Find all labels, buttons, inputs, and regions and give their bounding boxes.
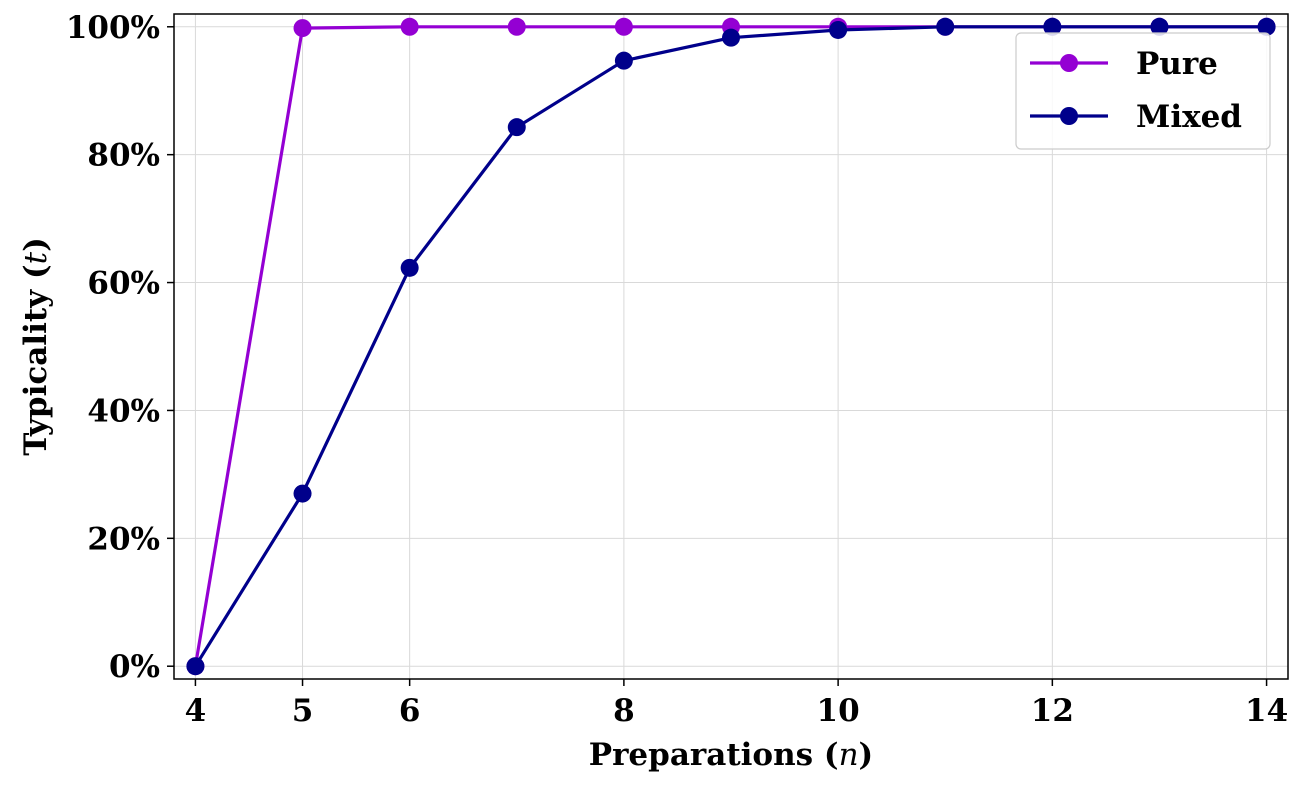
data-point-mixed	[507, 118, 526, 137]
x-tick-label: 10	[817, 693, 860, 729]
y-tick-label: 60%	[87, 266, 160, 302]
x-tick-label: 8	[613, 693, 635, 729]
x-tick-label: 12	[1031, 693, 1074, 729]
legend-label-mixed: Mixed	[1136, 99, 1242, 135]
y-tick-label: 80%	[87, 138, 160, 174]
data-point-pure	[507, 17, 526, 36]
y-tick-label: 0%	[109, 649, 160, 685]
data-point-pure	[400, 17, 419, 36]
y-tick-label: 40%	[87, 393, 160, 429]
data-point-mixed	[936, 17, 955, 36]
legend-marker-pure	[1060, 54, 1078, 72]
series-mixed	[186, 17, 1276, 676]
y-tick-label: 100%	[66, 10, 160, 46]
legend: Pure Mixed	[1015, 32, 1271, 150]
data-point-pure	[293, 19, 312, 38]
data-point-mixed	[614, 51, 633, 70]
x-axis-title: Preparations (n)	[589, 737, 873, 773]
data-point-pure	[614, 17, 633, 36]
legend-item-pure: Pure	[1030, 46, 1218, 82]
x-tick-label: 14	[1245, 693, 1288, 729]
y-tick-label: 20%	[87, 521, 160, 557]
y-axis-title: Typicality (t)	[18, 237, 54, 456]
data-point-mixed	[186, 657, 205, 676]
data-point-mixed	[293, 484, 312, 503]
ticks: 4 5 6 8 10 12 14 0% 20% 40% 60% 80% 100%	[66, 10, 1288, 729]
x-tick-label: 4	[185, 693, 207, 729]
data-point-mixed	[722, 28, 740, 47]
data-point-mixed	[1043, 17, 1062, 36]
x-tick-label: 5	[292, 693, 314, 729]
series-layer	[186, 17, 1276, 676]
legend-item-mixed: Mixed	[1030, 99, 1242, 135]
legend-label-pure: Pure	[1136, 46, 1218, 82]
data-point-mixed	[1150, 17, 1169, 36]
data-point-mixed	[829, 20, 848, 39]
data-point-mixed	[400, 258, 419, 277]
plot-frame	[173, 13, 1289, 680]
legend-marker-mixed	[1060, 107, 1078, 125]
x-tick-label: 6	[399, 693, 421, 729]
data-point-mixed	[1257, 17, 1276, 36]
